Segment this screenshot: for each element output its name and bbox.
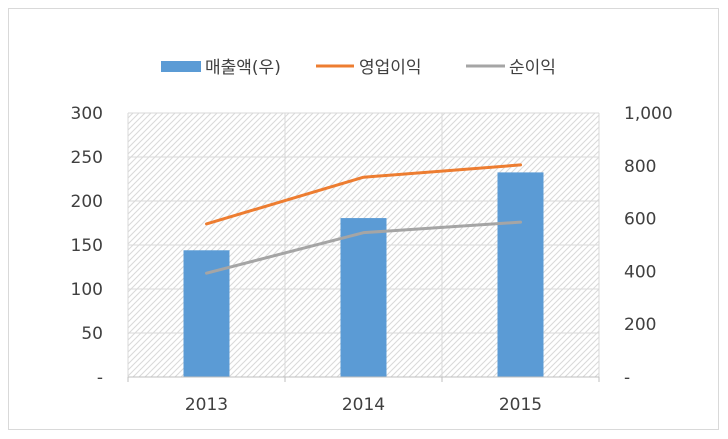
left-y-tick-label: 150: [71, 236, 103, 256]
right-y-tick-label: 200: [624, 315, 656, 335]
right-y-tick-label: -: [624, 368, 630, 388]
bars: [183, 172, 544, 377]
right-y-tick-label: 800: [624, 157, 656, 177]
legend-swatch-bar: [161, 61, 201, 72]
legend-label-series-3: 순이익: [509, 58, 556, 78]
left-y-tick-label: 300: [71, 104, 103, 124]
x-tick-label: 2013: [185, 395, 228, 415]
x-tick-label: 2014: [342, 395, 385, 415]
right-y-tick-label: 1,000: [624, 104, 673, 124]
right-y-tick-label: 600: [624, 210, 656, 230]
left-y-tick-label: 250: [71, 148, 103, 168]
bar: [497, 172, 544, 377]
axes: 2013 2014 2015 - 50 100 150 200 250 300 - 200 400 600…: [71, 104, 673, 415]
legend-label-series-2: 영업이익: [359, 58, 422, 78]
lines: [205, 163, 522, 275]
left-y-tick-label: 200: [71, 192, 103, 212]
left-y-tick-label: 50: [81, 324, 103, 344]
left-y-tick-label: -: [97, 368, 103, 388]
x-tick-label: 2015: [499, 395, 542, 415]
bar: [183, 250, 230, 377]
bar: [340, 218, 387, 377]
right-y-tick-label: 400: [624, 262, 656, 282]
legend-label-series-1: 매출액(우): [205, 58, 281, 78]
legend: 매출액(우) 영업이익 순이익: [161, 58, 556, 78]
left-y-tick-label: 100: [71, 280, 103, 300]
